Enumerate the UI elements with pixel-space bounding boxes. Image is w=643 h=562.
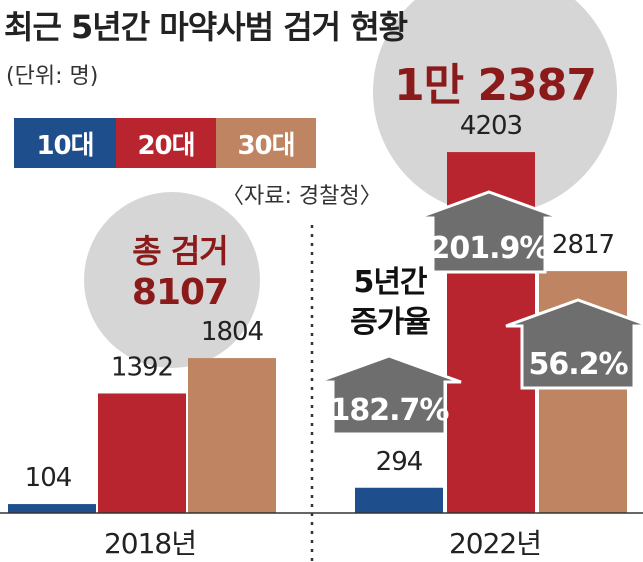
- growth-arrow-10s: [316, 354, 462, 436]
- data-label: 294: [376, 447, 423, 477]
- total-circle-2018: [84, 192, 260, 368]
- bar: [355, 487, 443, 513]
- legend-item-20s: 20대: [116, 118, 216, 168]
- legend-item-10s: 10대: [14, 118, 116, 168]
- total-value: 8107: [132, 272, 228, 313]
- growth-rate-label: 182.7%: [330, 393, 450, 428]
- total-value: 1만 2387: [394, 60, 596, 111]
- legend: 10대 20대 30대: [14, 118, 316, 168]
- chart-title: 최근 5년간 마약사범 검거 현황: [4, 8, 408, 46]
- total-circle-2022: [373, 0, 617, 214]
- data-label: 1804: [201, 317, 264, 347]
- x-tick-label: 2018년: [104, 527, 196, 560]
- unit-label: (단위: 명): [6, 64, 99, 89]
- source-label: 〈자료: 경찰청〉: [222, 184, 382, 209]
- bar: [98, 393, 186, 513]
- data-label: 2817: [552, 230, 614, 260]
- growth-arrow-20s: [416, 190, 562, 274]
- bar: [188, 358, 276, 513]
- bar: [8, 504, 96, 513]
- data-label: 4203: [460, 111, 522, 141]
- legend-item-30s: 30대: [216, 118, 316, 168]
- x-tick-label: 2022년: [449, 527, 541, 560]
- data-label: 104: [25, 463, 72, 493]
- data-label: 1392: [111, 352, 173, 382]
- growth-label: 증가율: [350, 305, 430, 340]
- growth-arrow-30s: [505, 298, 643, 390]
- total-label: 총 검거: [132, 232, 227, 270]
- growth-rate-label: 201.9%: [430, 231, 550, 266]
- growth-label: 5년간: [353, 265, 427, 300]
- growth-rate-label: 56.2%: [528, 347, 628, 382]
